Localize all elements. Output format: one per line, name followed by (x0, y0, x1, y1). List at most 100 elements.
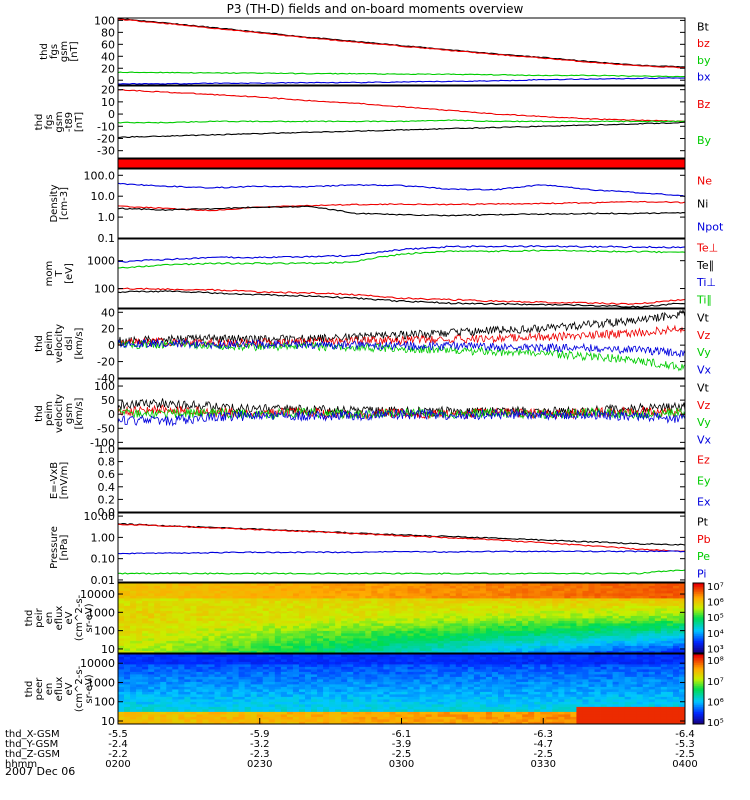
spectrogram-cell (118, 623, 125, 626)
spectrogram-cell (292, 674, 300, 677)
spectrogram-cell (401, 610, 408, 614)
spectrogram-cell (190, 719, 197, 722)
spectrogram-cell (534, 654, 541, 657)
spectrogram-cell (419, 598, 427, 601)
spectrogram-cell (323, 588, 330, 591)
spectrogram-cell (389, 620, 396, 624)
spectrogram-cell (498, 696, 505, 700)
spectrogram-cell (443, 716, 451, 720)
spectrogram-cell (534, 633, 541, 636)
spectrogram-cell (178, 618, 185, 621)
spectrogram-cell (220, 635, 227, 639)
spectrogram-cell (498, 721, 505, 725)
spectrogram-cell (304, 633, 312, 636)
spectrogram-cell (383, 686, 390, 690)
spectrogram-cell (630, 650, 638, 654)
spectrogram-cell (461, 706, 469, 710)
spectrogram-cell (202, 674, 209, 677)
spectrogram-cell (672, 645, 680, 649)
spectrogram-cell (335, 638, 342, 641)
spectrogram-cell (455, 625, 463, 629)
spectrogram-cell (286, 704, 294, 707)
spectrogram-cell (534, 623, 541, 626)
spectrogram-cell (166, 630, 173, 634)
spectrogram-cell (232, 659, 240, 662)
spectrogram-cell (208, 676, 215, 680)
spectrogram-cell (311, 686, 318, 690)
spectrogram-cell (395, 585, 402, 589)
spectrogram-cell (636, 590, 644, 594)
spectrogram-cell (154, 618, 161, 621)
spectrogram-cell (528, 650, 535, 654)
spectrogram-cell (594, 593, 601, 596)
spectrogram-cell (130, 588, 137, 591)
spectrogram-cell (208, 650, 215, 654)
spectrogram-cell (280, 618, 288, 621)
spectrogram-cell (262, 600, 270, 604)
spectrogram-cell (540, 608, 547, 611)
spectrogram-cell (558, 669, 565, 672)
spectrogram-cell (130, 610, 137, 614)
spectrogram-cell (196, 635, 203, 639)
spectrogram-cell (347, 628, 354, 631)
spectrogram-cell (467, 590, 475, 594)
spectrogram-cell (353, 585, 360, 589)
y-tick-label: 20 (101, 84, 115, 97)
spectrogram-cell (220, 640, 227, 644)
spectrogram-cell (443, 605, 451, 609)
spectrogram-cell (130, 716, 137, 720)
spectrogram-cell (401, 583, 408, 586)
spectrogram-cell (485, 588, 493, 591)
spectrogram-cell (329, 666, 336, 670)
spectrogram-cell (534, 615, 541, 619)
spectrogram-cell (389, 664, 396, 667)
spectrogram-cell (461, 686, 469, 690)
spectrogram-cell (232, 595, 240, 599)
spectrogram-cell (130, 686, 137, 690)
spectrogram-cell (304, 684, 312, 687)
spectrogram-cell (510, 648, 517, 651)
spectrogram-cell (292, 721, 300, 725)
y-tick-label: 40 (101, 50, 115, 63)
spectrogram-cell (238, 635, 246, 639)
spectrogram-cell (564, 595, 571, 599)
spectrogram-cell (443, 694, 451, 697)
spectrogram-cell (534, 679, 541, 682)
spectrogram-cell (359, 674, 366, 677)
spectrogram-cell (534, 648, 541, 651)
spectrogram-cell (666, 628, 674, 631)
spectrogram-cell (395, 645, 402, 649)
spectrogram-cell (220, 681, 227, 685)
spectrogram-cell (491, 600, 499, 604)
spectrogram-cell (160, 664, 167, 667)
spectrogram-cell (636, 595, 644, 599)
spectrogram-cell (311, 669, 318, 672)
spectrogram-cell (202, 689, 209, 692)
spectrogram-cell (600, 620, 607, 624)
spectrogram-cell (341, 671, 348, 675)
spectrogram-cell (425, 598, 433, 601)
spectrogram-cell (130, 654, 137, 657)
spectrogram-cell (558, 613, 565, 616)
spectrogram-cell (365, 593, 372, 596)
spectrogram-cell (208, 666, 215, 670)
spectrogram-cell (600, 633, 607, 636)
spectrogram-cell (377, 643, 384, 646)
spectrogram-cell (401, 590, 408, 594)
spectrogram-cell (395, 600, 402, 604)
spectrogram-cell (317, 648, 324, 651)
spectrogram-cell (353, 709, 360, 712)
spectrogram-cell (630, 633, 638, 636)
spectrogram-cell (461, 679, 469, 682)
spectrogram-cell (552, 681, 559, 685)
spectrogram-cell (473, 643, 481, 646)
spectrogram-cell (672, 635, 680, 639)
spectrogram-cell (329, 654, 336, 657)
spectrogram-cell (552, 640, 559, 644)
spectrogram-cell (528, 676, 535, 680)
spectrogram-cell (341, 691, 348, 695)
spectrogram-cell (666, 585, 674, 589)
spectrogram-cell (648, 628, 656, 631)
spectrogram-cell (359, 714, 366, 717)
spectrogram-cell (226, 633, 233, 636)
